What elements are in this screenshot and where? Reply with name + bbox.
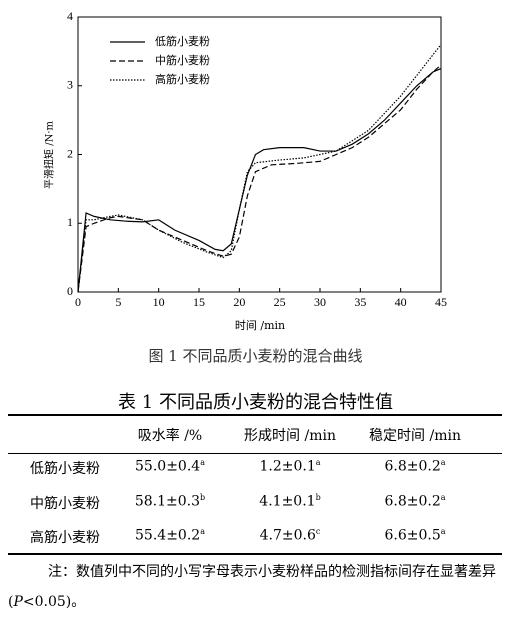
row-label: 中筋小麦粉 (30, 495, 100, 512)
cell-superscript: a (315, 458, 321, 467)
x-tick-label: 45 (435, 295, 447, 309)
x-tick-label: 40 (395, 295, 407, 309)
note-text: <0.05)。 (22, 594, 86, 610)
plot-frame (77, 16, 442, 293)
figure-caption: 图 1 不同品质小麦粉的混合曲线 (148, 347, 363, 365)
cell-value: 58.1±0.3 (134, 493, 201, 510)
cell-superscript: a (200, 527, 205, 536)
table-cell: 58.1±0.3b (135, 493, 205, 510)
table-cell: 4.7±0.6c (260, 527, 321, 544)
table-bottom-rule (8, 553, 502, 555)
x-tick-label: 10 (153, 295, 165, 309)
table-header: 形成时间 /min (244, 428, 336, 444)
y-tick-label: 4 (67, 9, 73, 23)
table-cell: 6.8±0.2a (384, 458, 445, 475)
y-tick-label: 2 (67, 146, 73, 160)
series-line (77, 44, 442, 293)
x-tick-label: 15 (193, 295, 205, 309)
table-header: 稳定时间 /min (369, 428, 461, 444)
legend-label: 高筋小麦粉 (155, 72, 210, 86)
cell-value: 6.8±0.2 (384, 493, 441, 510)
table-cell: 1.2±0.1a (259, 458, 320, 475)
note-text: 注：数值列中不同的小写字母表示小麦粉样品的检测指标间存在显著差异( (8, 564, 496, 610)
cell-superscript: a (440, 492, 446, 502)
table-cell: 55.4±0.2a (135, 527, 205, 544)
cell-value: 4.1±0.1 (259, 493, 316, 510)
x-tick-label: 25 (274, 295, 286, 309)
table-header-rule (8, 453, 502, 454)
y-tick-label: 1 (67, 215, 73, 229)
cell-superscript: a (200, 458, 205, 467)
x-tick-label: 0 (75, 295, 81, 309)
series-line (77, 68, 442, 293)
cell-value: 55.0±0.4 (135, 458, 201, 475)
x-tick-label: 30 (314, 295, 326, 309)
x-tick-label: 35 (354, 295, 366, 309)
table-top-rule (8, 414, 502, 416)
y-tick-label: 3 (67, 78, 73, 92)
cell-value: 1.2±0.1 (259, 458, 316, 475)
cell-value: 4.7±0.6 (259, 527, 316, 544)
cell-superscript: a (440, 458, 446, 467)
x-tick-label: 20 (233, 295, 245, 309)
x-tick-label: 5 (115, 295, 121, 309)
table-cell: 6.8±0.2a (384, 493, 445, 510)
cell-superscript: c (315, 527, 321, 536)
note-text: P (13, 594, 23, 610)
table-cell: 4.1±0.1b (259, 493, 320, 510)
x-axis-label: 时间 /min (235, 319, 285, 332)
chart: 时间 /min 平滑扭矩 /N·m 0 5 10 15 20 25 30 35 40 45 0 1 2 3… (43, 9, 448, 332)
table-title: 表 1 不同品质小麦粉的混合特性值 (118, 392, 393, 413)
cell-value: 6.6±0.5 (384, 527, 441, 544)
series-line (77, 64, 442, 293)
cell-value: 55.4±0.2 (135, 527, 201, 544)
y-axis-label: 平滑扭矩 /N·m (43, 121, 56, 189)
table-cell: 55.0±0.4a (135, 458, 205, 475)
cell-superscript: b (315, 492, 321, 502)
legend-label: 低筋小麦粉 (155, 34, 210, 48)
cell-superscript: b (200, 492, 206, 502)
y-tick-label: 0 (67, 284, 73, 298)
note: 注：数值列中不同的小写字母表示小麦粉样品的检测指标间存在显著差异(P<0.05)… (8, 557, 502, 617)
row-label: 高筋小麦粉 (30, 530, 100, 546)
table-header: 吸水率 /% (137, 428, 203, 444)
legend-label: 中筋小麦粉 (155, 53, 210, 67)
table-cell: 6.6±0.5a (384, 527, 445, 544)
cell-value: 6.8±0.2 (384, 458, 441, 475)
row-label: 低筋小麦粉 (30, 461, 100, 477)
cell-superscript: a (440, 527, 446, 536)
